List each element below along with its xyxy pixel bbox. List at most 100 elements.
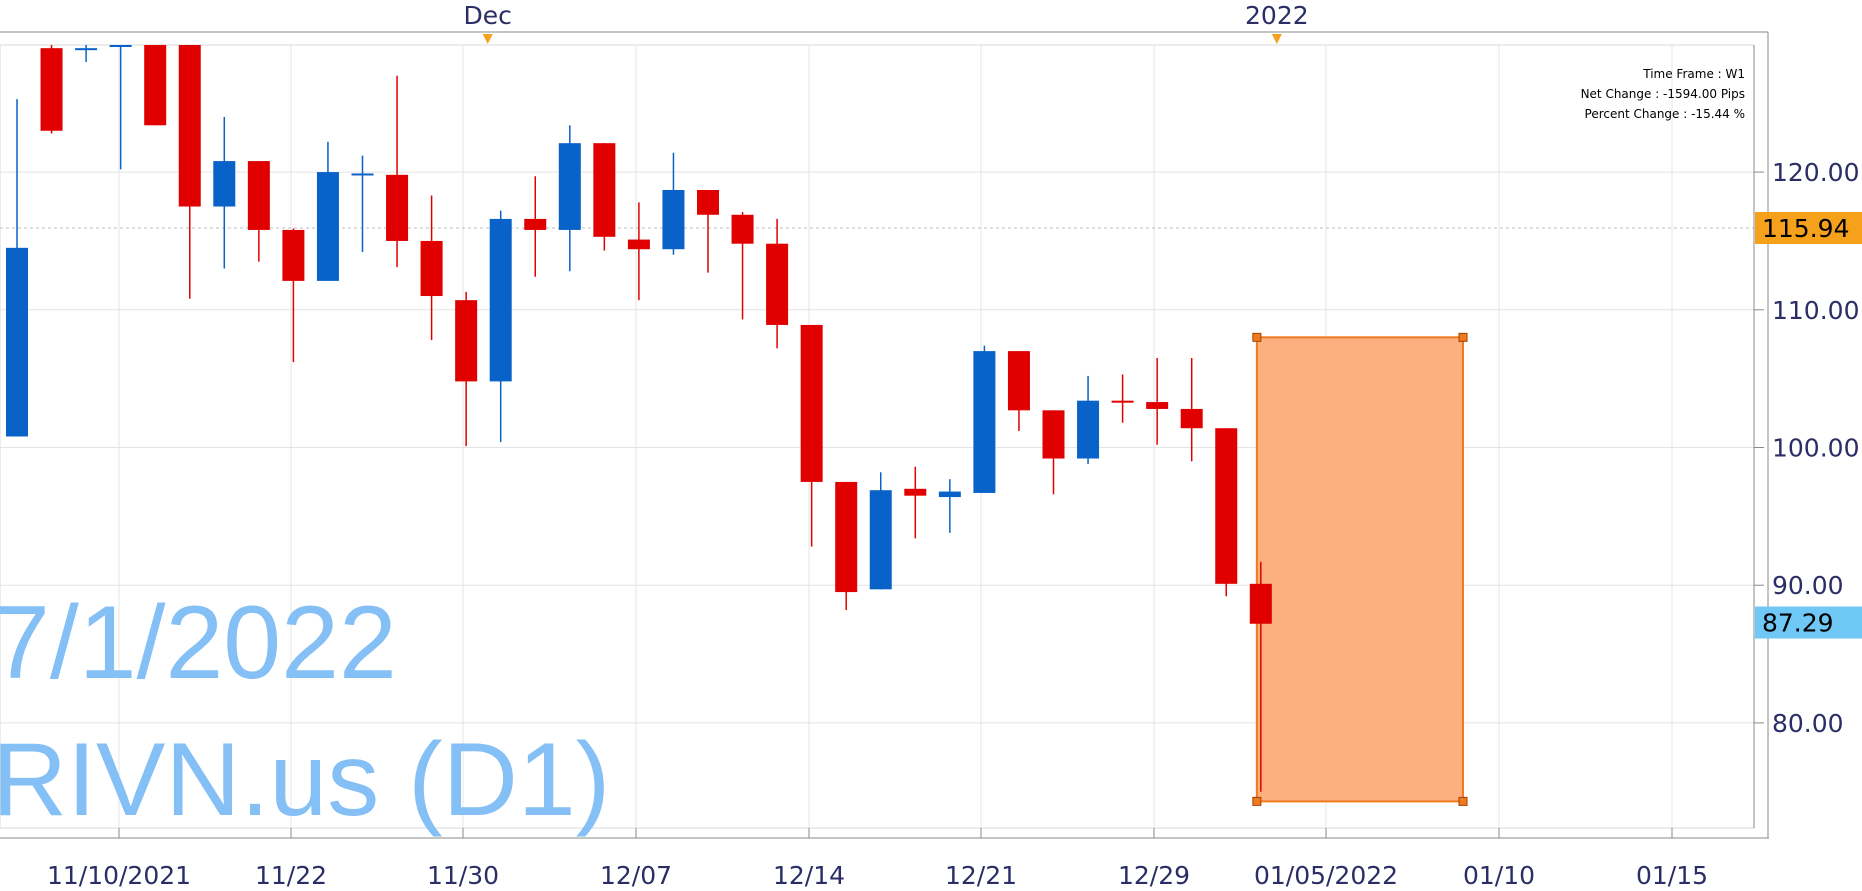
candle — [800, 324, 823, 547]
x-tick-label: 11/10/2021 — [47, 861, 191, 890]
top-label: 2022 — [1245, 1, 1309, 30]
y-tick-label: 120.00 — [1772, 158, 1859, 187]
candle-body — [213, 161, 236, 207]
candle-body — [800, 324, 823, 482]
y-tick-label: 110.00 — [1772, 296, 1859, 325]
candle — [558, 125, 581, 272]
candle — [1249, 561, 1272, 792]
info-net-change: Net Change : -1594.00 Pips — [1581, 87, 1745, 101]
price-tag — [1755, 606, 1862, 639]
candle — [1007, 351, 1030, 431]
overlay: 7/1/2022 RIVN.us (D1) Time Frame : W1 Ne… — [0, 67, 1745, 838]
candle — [835, 481, 858, 610]
candle-body — [455, 300, 478, 382]
candle — [213, 117, 236, 269]
candle-body — [386, 174, 409, 241]
candle — [420, 195, 443, 341]
top-marker — [482, 34, 493, 44]
candle-body — [144, 45, 167, 126]
x-tick-label: 11/30 — [427, 861, 499, 890]
x-tick-label: 12/29 — [1118, 861, 1190, 890]
highlight-handle — [1252, 796, 1262, 806]
candle — [1215, 428, 1238, 597]
y-tick-label: 80.00 — [1772, 709, 1844, 738]
candle-body — [1249, 583, 1272, 624]
candle-body — [766, 243, 789, 325]
candle-body — [1042, 410, 1065, 459]
candle — [75, 45, 98, 62]
candle-body — [109, 45, 132, 47]
candle-body — [973, 351, 996, 493]
candle-body — [593, 143, 616, 237]
price-tag-label: 115.94 — [1762, 214, 1849, 243]
candle-body — [731, 214, 754, 244]
candle — [144, 45, 167, 126]
candle — [904, 466, 927, 539]
candle — [1077, 375, 1100, 465]
candle — [731, 212, 754, 320]
candles — [6, 45, 1272, 792]
candle — [386, 75, 409, 268]
candle-body — [1215, 428, 1238, 584]
candle — [282, 228, 305, 363]
y-tick-label: 90.00 — [1772, 571, 1844, 600]
candle-body — [316, 172, 339, 281]
candle-body — [1111, 400, 1134, 403]
candle-body — [904, 488, 927, 496]
candle-body — [6, 247, 28, 437]
candle — [351, 155, 374, 252]
candle-body — [1077, 400, 1100, 459]
candle — [1146, 357, 1169, 445]
candle — [40, 45, 63, 134]
candle-body — [75, 48, 98, 51]
candle — [178, 45, 201, 299]
info-percent-change: Percent Change : -15.44 % — [1585, 107, 1745, 121]
candle-body — [1007, 351, 1030, 411]
highlight-rect — [1255, 336, 1465, 803]
candle-body — [869, 490, 892, 590]
candle — [455, 291, 478, 447]
candle — [524, 176, 547, 277]
candle-body — [697, 190, 719, 215]
candle — [6, 99, 28, 437]
x-tick-label: 01/10 — [1463, 861, 1535, 890]
candle-body — [662, 190, 685, 250]
highlight-handle — [1458, 796, 1468, 806]
price-tag-label: 87.29 — [1762, 609, 1834, 638]
candle — [662, 152, 685, 255]
x-tick-label: 11/22 — [255, 861, 327, 890]
highlight-box — [1252, 332, 1468, 806]
x-tick-label: 01/05/2022 — [1254, 861, 1398, 890]
candle — [1111, 374, 1134, 423]
candle-body — [835, 481, 858, 593]
candle-body — [558, 143, 581, 230]
candle — [938, 479, 961, 533]
candle-body — [351, 173, 374, 176]
candle — [489, 210, 512, 442]
candle — [627, 202, 650, 301]
price-tag — [1755, 212, 1862, 245]
candle-body — [627, 239, 650, 250]
candle — [593, 143, 616, 251]
candle — [869, 472, 892, 590]
candle — [109, 45, 132, 170]
info-time-frame: Time Frame : W1 — [1642, 67, 1745, 81]
candle — [766, 218, 789, 349]
top-marker — [1271, 34, 1282, 44]
watermark-date: 7/1/2022 — [0, 585, 397, 701]
candle-body — [247, 161, 270, 230]
x-tick-label: 12/07 — [600, 861, 672, 890]
candle — [247, 161, 270, 262]
candle — [973, 345, 996, 493]
candle-body — [524, 218, 547, 230]
watermark-symbol: RIVN.us (D1) — [0, 722, 610, 838]
candle — [316, 141, 339, 281]
x-tick-label: 12/14 — [773, 861, 845, 890]
candle-body — [178, 45, 201, 207]
top-label: Dec — [464, 1, 512, 30]
highlight-handle — [1458, 332, 1468, 342]
candle-body — [420, 240, 443, 297]
y-tick-label: 100.00 — [1772, 434, 1859, 463]
